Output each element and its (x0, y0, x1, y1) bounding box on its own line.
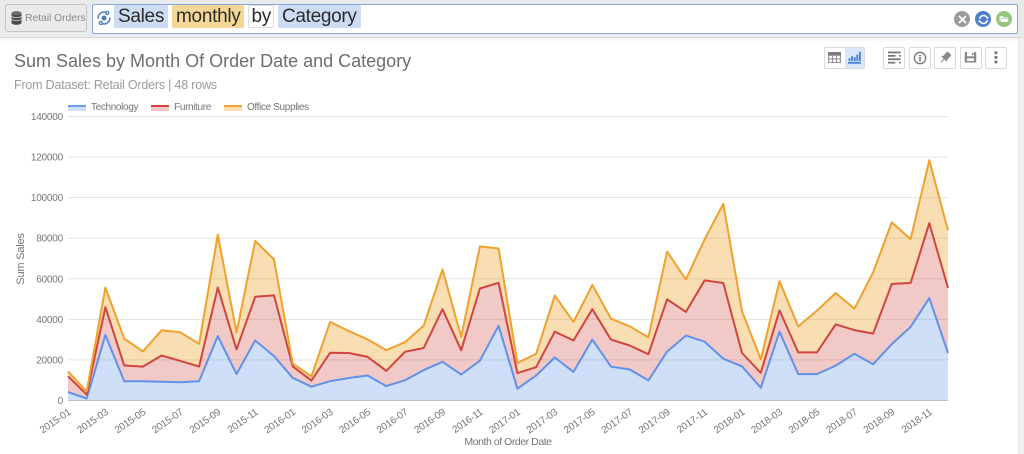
svg-text:20000: 20000 (36, 355, 63, 366)
svg-text:2015-05: 2015-05 (113, 407, 149, 437)
svg-text:2015-11: 2015-11 (226, 407, 261, 436)
svg-text:2016-01: 2016-01 (263, 407, 299, 437)
svg-text:2018-01: 2018-01 (712, 407, 748, 437)
svg-text:2016-09: 2016-09 (412, 407, 448, 437)
svg-text:2016-11: 2016-11 (450, 407, 485, 436)
svg-text:2017-11: 2017-11 (675, 407, 710, 436)
svg-text:2017-05: 2017-05 (562, 407, 598, 437)
svg-text:2018-05: 2018-05 (787, 407, 823, 437)
svg-text:2016-07: 2016-07 (375, 407, 411, 437)
svg-text:60000: 60000 (36, 274, 63, 285)
svg-text:120000: 120000 (31, 153, 64, 164)
svg-text:2018-07: 2018-07 (824, 407, 860, 437)
svg-text:80000: 80000 (36, 234, 63, 245)
svg-text:Month of Order Date: Month of Order Date (464, 436, 552, 448)
svg-text:2017-03: 2017-03 (525, 407, 561, 437)
svg-text:2016-05: 2016-05 (338, 407, 374, 437)
svg-text:2015-09: 2015-09 (188, 407, 224, 437)
svg-text:2017-07: 2017-07 (600, 407, 636, 437)
svg-text:2015-01: 2015-01 (38, 407, 74, 437)
svg-text:2017-01: 2017-01 (487, 407, 523, 437)
svg-text:0: 0 (58, 396, 64, 407)
svg-text:140000: 140000 (31, 112, 64, 123)
svg-text:2018-03: 2018-03 (749, 407, 785, 437)
svg-text:2015-03: 2015-03 (75, 407, 111, 437)
svg-text:Sum Sales: Sum Sales (15, 233, 27, 285)
svg-text:2017-09: 2017-09 (637, 407, 673, 437)
svg-text:40000: 40000 (36, 315, 63, 326)
svg-text:100000: 100000 (31, 193, 64, 204)
svg-text:2018-11: 2018-11 (900, 407, 935, 436)
svg-text:2016-03: 2016-03 (300, 407, 336, 437)
svg-text:2018-09: 2018-09 (862, 407, 898, 437)
svg-text:2015-07: 2015-07 (150, 407, 186, 437)
